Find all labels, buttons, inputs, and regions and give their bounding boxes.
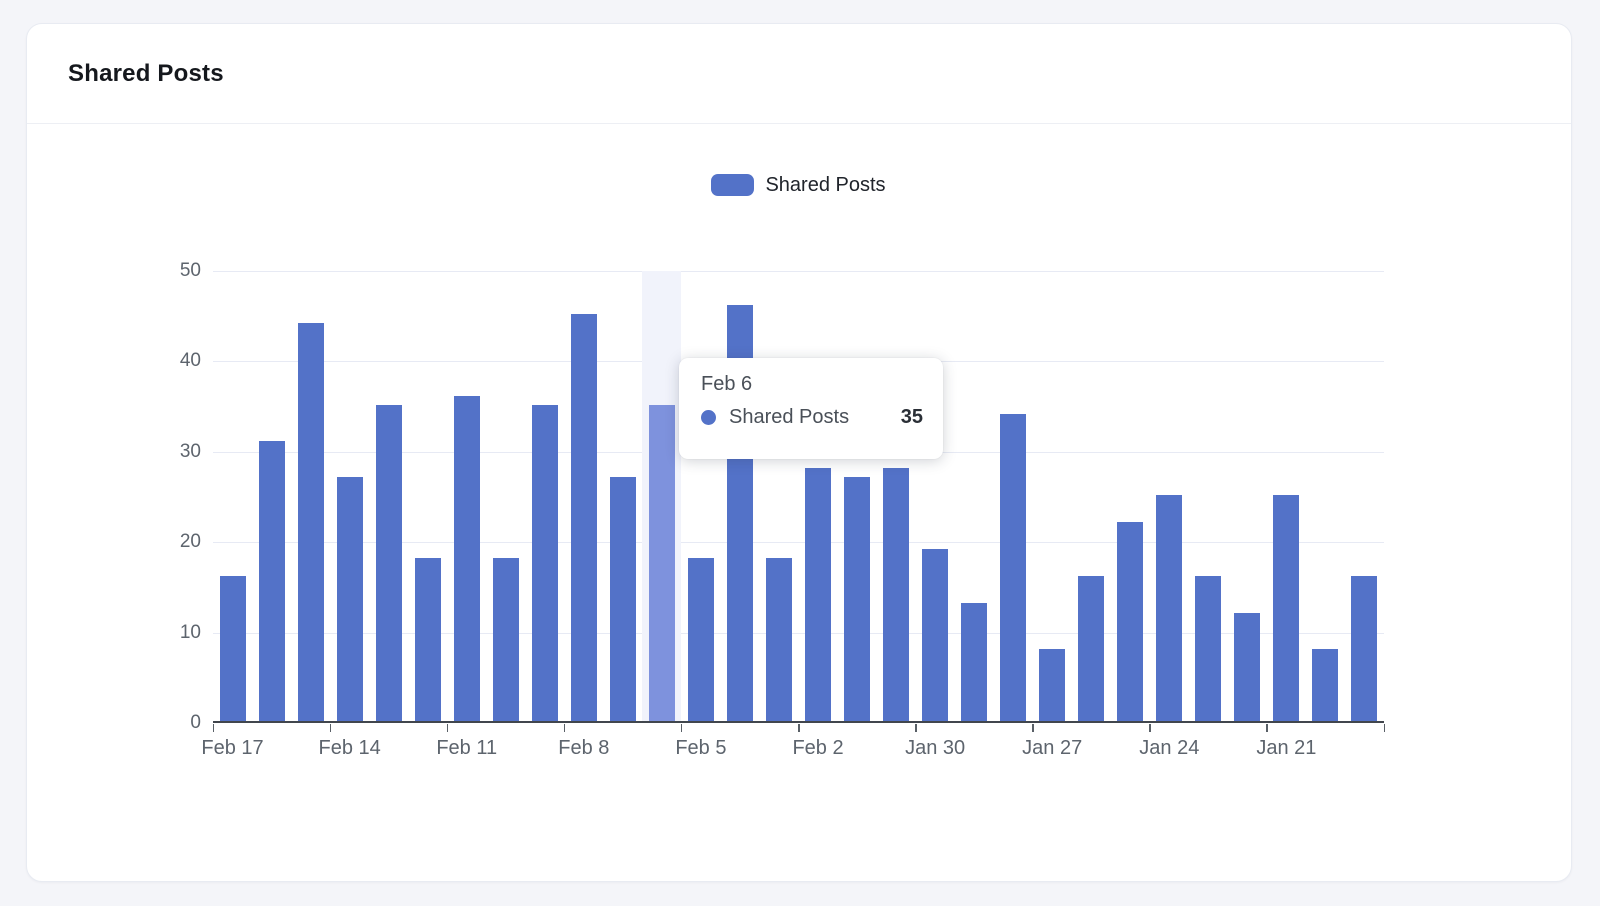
bar-feb-1[interactable] (844, 476, 871, 721)
bar-feb-6[interactable] (648, 404, 675, 721)
tooltip-value: 35 (900, 406, 923, 428)
bar-jan-19[interactable] (1351, 576, 1378, 721)
bar-jan-30[interactable] (922, 549, 949, 721)
y-tick-label-30: 30 (179, 440, 201, 462)
x-axis-tick (1032, 724, 1034, 732)
bar-feb-16[interactable] (258, 440, 285, 721)
bar-feb-11[interactable] (453, 395, 480, 721)
x-axis-tick (446, 724, 449, 732)
bar-feb-17[interactable] (219, 576, 246, 721)
bar-feb-14[interactable] (336, 476, 363, 721)
x-tick-label-jan-21: Jan 21 (1256, 737, 1317, 759)
x-axis-tick (1383, 724, 1385, 732)
bar-chart-plot-area (213, 271, 1384, 723)
bar-jan-22[interactable] (1234, 612, 1261, 721)
legend-label: Shared Posts (765, 173, 886, 196)
x-axis-tick (680, 724, 683, 732)
x-tick-label-jan-27: Jan 27 (1022, 737, 1083, 759)
y-tick-label-20: 20 (179, 531, 201, 553)
bar-feb-8[interactable] (570, 314, 597, 721)
x-axis-tick (1149, 724, 1151, 732)
x-axis-tick (329, 724, 332, 732)
x-tick-label-feb-14: Feb 14 (318, 737, 381, 759)
y-tick-label-10: 10 (179, 621, 201, 643)
x-tick-label-feb-17: Feb 17 (201, 737, 264, 759)
card-header: Shared Posts (27, 24, 1571, 124)
bar-feb-5[interactable] (687, 558, 714, 721)
gridline-y-20 (213, 542, 1384, 544)
bar-feb-9[interactable] (531, 404, 558, 721)
x-tick-label-feb-2: Feb 2 (792, 737, 844, 759)
y-tick-label-0: 0 (190, 712, 201, 733)
bar-jan-24[interactable] (1156, 495, 1183, 721)
bar-feb-13[interactable] (375, 404, 402, 721)
bar-feb-3[interactable] (765, 558, 792, 721)
bar-feb-15[interactable] (297, 323, 324, 721)
bar-jan-23[interactable] (1195, 576, 1222, 721)
bar-feb-12[interactable] (414, 558, 441, 721)
bar-jan-31[interactable] (883, 467, 910, 721)
x-tick-label-jan-30: Jan 30 (905, 737, 966, 759)
bar-feb-2[interactable] (805, 467, 832, 721)
x-axis-tick (212, 724, 214, 732)
bar-jan-21[interactable] (1273, 495, 1300, 721)
gridline-y-10 (213, 632, 1384, 634)
x-tick-label-jan-24: Jan 24 (1139, 737, 1200, 759)
legend-item-shared-posts[interactable]: Shared Posts (213, 172, 1384, 198)
bar-jan-28[interactable] (1000, 413, 1027, 721)
y-tick-label-40: 40 (179, 350, 201, 372)
page-title: Shared Posts (68, 59, 224, 87)
bar-jan-25[interactable] (1117, 522, 1144, 721)
tooltip-title: Feb 6 (701, 373, 753, 395)
x-axis-tick (1266, 724, 1268, 732)
bar-jan-29[interactable] (961, 603, 988, 721)
x-axis-tick (563, 724, 566, 732)
y-tick-label-50: 50 (179, 260, 201, 281)
x-tick-label-feb-5: Feb 5 (675, 737, 727, 759)
bar-jan-20[interactable] (1312, 648, 1339, 721)
bar-feb-10[interactable] (492, 558, 519, 721)
tooltip-row: Shared Posts 35 (701, 406, 923, 429)
gridline-y-50 (213, 271, 1384, 272)
tooltip-series-label: Shared Posts (729, 406, 850, 428)
x-axis-tick (915, 724, 917, 732)
bar-feb-7[interactable] (609, 476, 636, 721)
x-tick-label-feb-11: Feb 11 (436, 737, 498, 759)
chart-tooltip: Feb 6 Shared Posts 35 (679, 358, 943, 459)
x-tick-label-feb-8: Feb 8 (558, 737, 610, 759)
bar-jan-27[interactable] (1039, 648, 1066, 721)
shared-posts-card: Shared Posts Shared Posts 0 10 20 30 40 50 Fe… (26, 23, 1572, 882)
series-dot-icon (701, 410, 716, 425)
bar-jan-26[interactable] (1078, 576, 1105, 721)
legend-swatch (711, 174, 755, 196)
x-axis-tick (798, 724, 800, 732)
